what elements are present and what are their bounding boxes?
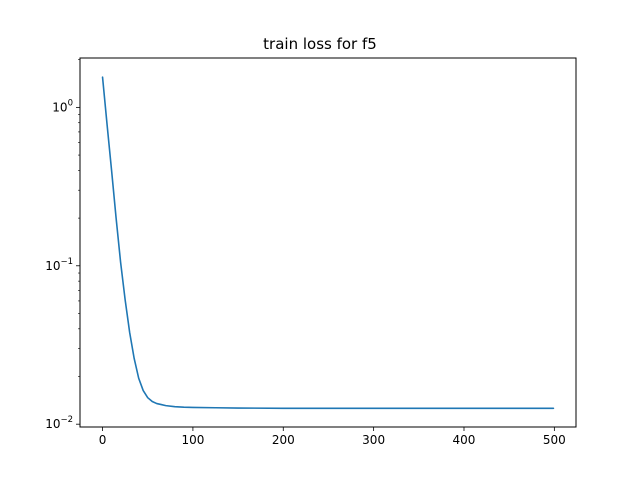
y-tick-label: 10−1	[45, 257, 73, 273]
plot-area: 0 100 200 300 400 500 100 10−1 10−2	[45, 59, 566, 447]
x-tick-label: 100	[181, 433, 204, 447]
x-tick-label: 0	[99, 433, 107, 447]
x-tick-label: 400	[453, 433, 476, 447]
y-tick-label: 10−2	[45, 415, 73, 431]
y-tick-label: 100	[52, 98, 73, 114]
chart-title: train loss for f5	[263, 35, 377, 53]
x-tick-label: 500	[543, 433, 566, 447]
x-tick-label: 200	[272, 433, 295, 447]
x-tick-label: 300	[362, 433, 385, 447]
loss-line	[101, 76, 555, 410]
axes-frame	[79, 57, 577, 428]
